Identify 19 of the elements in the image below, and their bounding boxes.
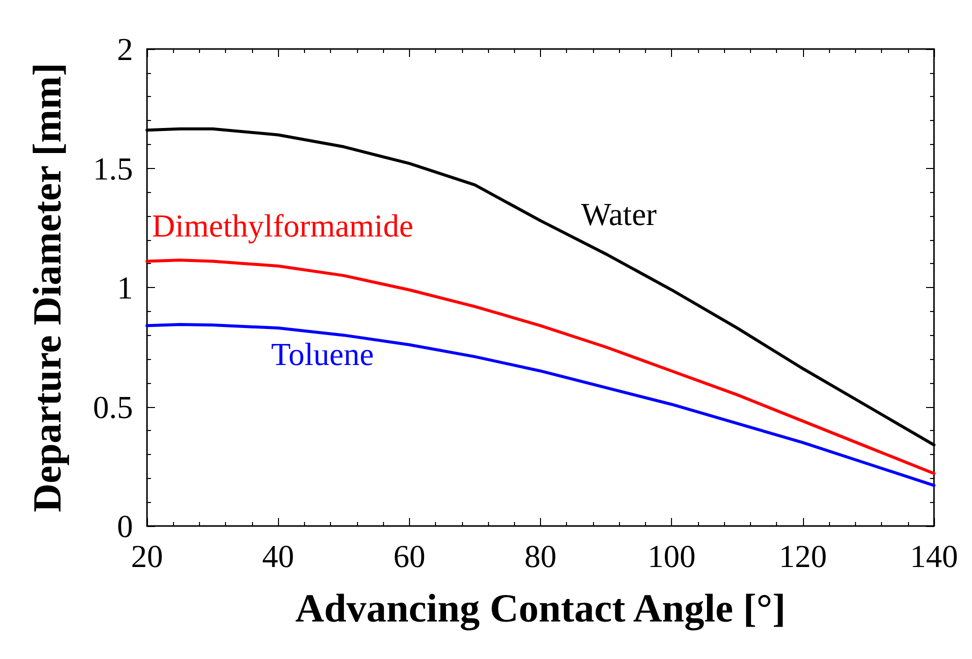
x-tick-label: 140 bbox=[910, 538, 958, 574]
x-tick-label: 120 bbox=[778, 538, 827, 574]
x-axis-title: Advancing Contact Angle [°] bbox=[295, 586, 786, 630]
y-tick-label: 0 bbox=[117, 508, 133, 544]
line-series bbox=[146, 322, 936, 487]
x-tick-label: 40 bbox=[262, 538, 294, 574]
x-tick-label: 80 bbox=[524, 538, 556, 574]
series-label: Water bbox=[581, 196, 658, 232]
y-tick-label: 0.5 bbox=[93, 388, 133, 425]
y-tick-label: 2 bbox=[117, 31, 133, 67]
y-tick-label: 1.5 bbox=[93, 150, 133, 186]
series-label: Dimethylformamide bbox=[152, 207, 414, 244]
x-tick-label: 100 bbox=[648, 538, 696, 574]
series-label: Toluene bbox=[271, 336, 374, 372]
line-series bbox=[146, 258, 936, 476]
y-tick-label: 1 bbox=[117, 270, 133, 306]
x-tick-label: 20 bbox=[131, 538, 163, 574]
y-axis-title: Departure Diameter [mm] bbox=[24, 62, 70, 512]
x-tick-label: 60 bbox=[393, 538, 426, 574]
